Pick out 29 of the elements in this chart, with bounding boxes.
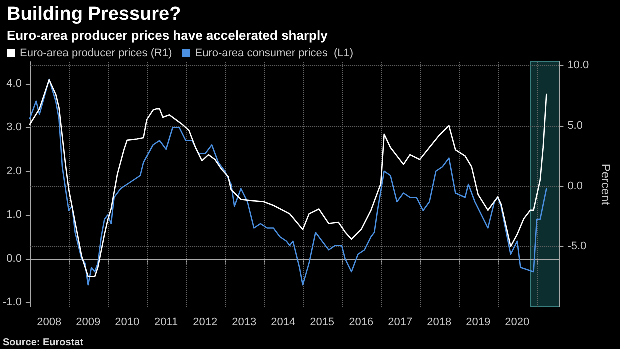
x-tick-label: 2008 — [37, 316, 62, 328]
y-tick-label: -1.0 — [2, 296, 22, 309]
x-tick-label: 2013 — [232, 316, 257, 328]
x-tick-label: 2009 — [76, 316, 101, 328]
y2-tick-label: 0.0 — [568, 180, 583, 192]
x-tick-label: 2016 — [349, 316, 374, 328]
x-tick-label: 2019 — [466, 316, 491, 328]
y2-axis-title: Percent — [599, 164, 613, 206]
x-tick-label: 2015 — [310, 316, 335, 328]
source-note: Source: Eurostat — [3, 338, 84, 348]
x-tick-label: 2010 — [115, 316, 140, 328]
x-tick-label: 2014 — [271, 316, 296, 328]
y-tick-label: 2.0 — [6, 165, 22, 178]
y-tick-label: 4.0 — [6, 78, 22, 90]
chart-title: Building Pressure? — [7, 4, 182, 25]
chart-subtitle: Euro-area producer prices have accelerated sharply — [7, 28, 329, 43]
y-tick-label: 3.0 — [6, 122, 22, 134]
legend-label: Euro-area producer prices (R1) — [20, 48, 172, 60]
y2-tick-label: -5.0 — [568, 240, 587, 253]
x-tick-label: 2011 — [154, 316, 178, 328]
x-tick-label: 2020 — [505, 316, 530, 328]
y-tick-label: 1.0 — [6, 209, 22, 222]
y2-tick-label: 5.0 — [568, 120, 583, 132]
x-tick-label: 2017 — [388, 316, 413, 328]
legend-label: Euro-area consumer prices (L1) — [195, 48, 354, 60]
x-tick-label: 2018 — [427, 316, 452, 328]
y-tick-label: 0.0 — [6, 252, 22, 265]
x-tick-label: 2012 — [193, 316, 218, 328]
y2-tick-label: 10.0 — [568, 60, 590, 72]
